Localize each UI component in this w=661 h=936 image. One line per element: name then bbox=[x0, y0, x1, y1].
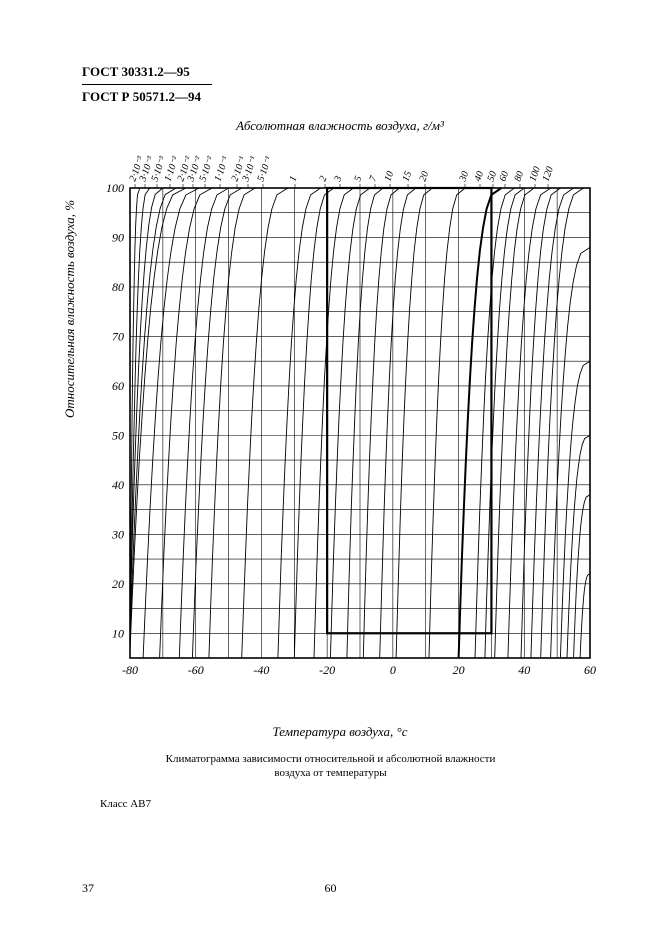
class-label: Класс АВ7 bbox=[100, 798, 151, 810]
page-number-center: 60 bbox=[325, 881, 337, 896]
svg-text:90: 90 bbox=[112, 230, 124, 244]
document-page: ГОСТ 30331.2—95 ГОСТ Р 50571.2—94 Абсолю… bbox=[0, 0, 661, 936]
svg-text:-20: -20 bbox=[319, 663, 335, 677]
svg-text:20: 20 bbox=[417, 170, 431, 183]
header-rule bbox=[82, 84, 212, 85]
svg-text:-40: -40 bbox=[253, 663, 269, 677]
svg-text:10: 10 bbox=[382, 170, 396, 183]
svg-text:120: 120 bbox=[540, 165, 555, 183]
svg-text:80: 80 bbox=[112, 280, 124, 294]
svg-text:-80: -80 bbox=[122, 663, 138, 677]
svg-text:3: 3 bbox=[332, 175, 344, 184]
header-block: ГОСТ 30331.2—95 ГОСТ Р 50571.2—94 bbox=[82, 62, 212, 107]
svg-text:40: 40 bbox=[112, 478, 124, 492]
svg-text:1: 1 bbox=[287, 175, 299, 183]
page-number-left: 37 bbox=[82, 881, 94, 896]
svg-text:7: 7 bbox=[367, 174, 379, 183]
chart-svg: 102030405060708090100-80-60-40-200204060… bbox=[70, 118, 610, 678]
svg-text:100: 100 bbox=[106, 181, 124, 195]
svg-text:60: 60 bbox=[112, 379, 124, 393]
svg-text:15: 15 bbox=[400, 170, 414, 183]
svg-text:10: 10 bbox=[112, 626, 124, 640]
climatogram-chart: Абсолютная влажность воздуха, г/м³ Относ… bbox=[70, 118, 610, 708]
caption-line-2: воздуха от температуры bbox=[274, 767, 386, 779]
svg-text:60: 60 bbox=[497, 170, 511, 183]
svg-text:60: 60 bbox=[584, 663, 596, 677]
chart-top-axis-title: Абсолютная влажность воздуха, г/м³ bbox=[236, 118, 444, 134]
svg-text:2: 2 bbox=[317, 175, 329, 183]
svg-text:70: 70 bbox=[112, 329, 124, 343]
chart-y-axis-title: Относительная влажность воздуха, % bbox=[62, 200, 78, 418]
svg-text:0: 0 bbox=[390, 663, 396, 677]
svg-text:40: 40 bbox=[518, 663, 530, 677]
gost-code-1: ГОСТ 30331.2—95 bbox=[82, 62, 212, 82]
svg-text:-60: -60 bbox=[188, 663, 204, 677]
svg-text:40: 40 bbox=[472, 170, 486, 183]
svg-text:80: 80 bbox=[512, 170, 526, 183]
svg-text:50: 50 bbox=[112, 428, 124, 442]
svg-text:20: 20 bbox=[112, 577, 124, 591]
figure-caption: Климатограмма зависимости относительной … bbox=[0, 752, 661, 781]
gost-code-2: ГОСТ Р 50571.2—94 bbox=[82, 87, 212, 107]
svg-text:30: 30 bbox=[457, 170, 471, 184]
svg-text:50: 50 bbox=[485, 170, 499, 183]
chart-x-axis-title: Температура воздуха, °с bbox=[273, 724, 408, 740]
svg-text:30: 30 bbox=[111, 527, 124, 541]
svg-text:5: 5 bbox=[352, 175, 364, 183]
svg-text:20: 20 bbox=[453, 663, 465, 677]
caption-line-1: Климатограмма зависимости относительной … bbox=[166, 753, 496, 765]
